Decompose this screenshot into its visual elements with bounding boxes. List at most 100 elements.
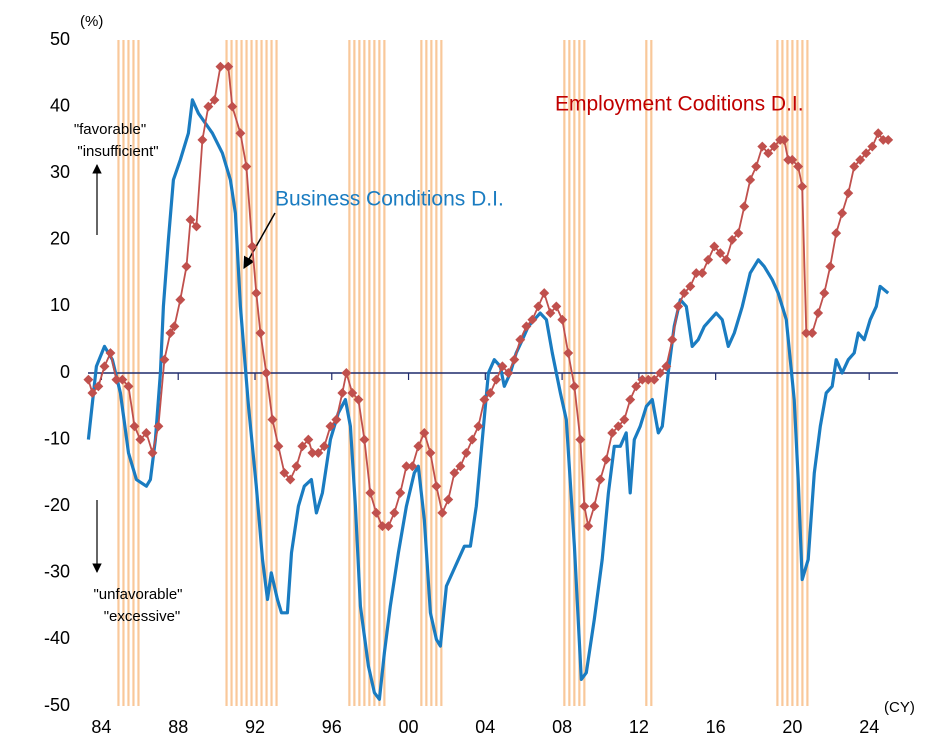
marker <box>497 361 508 372</box>
marker <box>255 328 266 338</box>
marker <box>595 474 606 485</box>
marker <box>165 328 176 338</box>
marker <box>509 354 520 365</box>
marker <box>867 141 878 152</box>
marker <box>855 154 866 165</box>
marker <box>807 328 818 338</box>
marker <box>241 161 252 172</box>
label-pointer <box>243 212 276 270</box>
marker <box>661 361 672 372</box>
marker <box>607 427 618 438</box>
marker <box>141 427 152 438</box>
marker <box>191 221 202 232</box>
marker <box>437 507 448 518</box>
marker <box>99 361 110 372</box>
marker <box>545 308 556 319</box>
marker <box>227 101 238 112</box>
marker <box>251 288 262 299</box>
marker <box>643 374 654 385</box>
marker <box>849 161 860 172</box>
note-favorable: "favorable" <box>74 121 146 138</box>
marker <box>739 201 750 212</box>
marker <box>589 501 600 512</box>
marker <box>745 174 756 185</box>
marker <box>491 374 502 385</box>
marker <box>539 288 550 299</box>
marker <box>331 414 342 425</box>
marker <box>247 241 258 252</box>
marker <box>503 368 514 378</box>
marker <box>413 441 424 452</box>
marker <box>715 248 726 259</box>
series-label: Employment Coditions D.I. <box>555 93 804 116</box>
x-unit: (CY) <box>884 699 915 716</box>
marker <box>813 308 824 319</box>
marker <box>307 447 318 458</box>
marker <box>319 441 330 452</box>
marker <box>419 427 430 438</box>
marker <box>673 301 684 312</box>
marker <box>291 461 302 472</box>
marker <box>733 228 744 239</box>
marker <box>831 228 842 239</box>
marker <box>461 447 472 458</box>
marker <box>347 388 358 398</box>
marker <box>873 128 884 139</box>
marker <box>883 134 894 145</box>
marker <box>235 128 246 139</box>
y-tick-label: -50 <box>44 695 70 715</box>
x-tick-label: 04 <box>475 717 495 737</box>
marker <box>613 421 624 432</box>
marker <box>551 301 562 312</box>
marker <box>285 474 296 485</box>
x-tick-label: 00 <box>399 717 419 737</box>
marker <box>797 181 808 192</box>
marker <box>473 421 484 432</box>
note-insufficient: "insufficient" <box>77 143 158 160</box>
y-tick-label: -40 <box>44 628 70 648</box>
marker <box>147 447 158 458</box>
x-tick-label: 08 <box>552 717 572 737</box>
marker <box>467 434 478 445</box>
marker <box>679 288 690 299</box>
marker <box>371 507 382 518</box>
marker <box>389 507 400 518</box>
marker <box>359 434 370 445</box>
y-tick-label: -30 <box>44 562 70 582</box>
marker <box>819 288 830 299</box>
marker <box>135 434 146 445</box>
note-unfavorable: "unfavorable" <box>93 586 182 603</box>
marker <box>159 354 170 365</box>
note-excessive: "excessive" <box>104 608 181 625</box>
marker <box>667 334 678 345</box>
marker <box>527 314 538 325</box>
marker <box>407 461 418 472</box>
x-tick-label: 20 <box>782 717 802 737</box>
marker <box>353 394 364 405</box>
marker <box>215 61 226 72</box>
marker <box>129 421 140 432</box>
y-tick-label: 20 <box>50 229 70 249</box>
marker <box>521 321 532 332</box>
marker <box>87 388 98 398</box>
marker <box>779 134 790 145</box>
marker <box>297 441 308 452</box>
marker <box>751 161 762 172</box>
marker <box>691 268 702 279</box>
y-tick-label: 30 <box>50 162 70 182</box>
marker <box>209 94 220 105</box>
marker <box>619 414 630 425</box>
marker <box>303 434 314 445</box>
marker <box>425 447 436 458</box>
marker <box>721 254 732 265</box>
marker <box>181 261 192 272</box>
marker <box>825 261 836 272</box>
marker <box>185 214 196 225</box>
marker <box>569 381 580 392</box>
marker <box>649 374 660 385</box>
marker <box>575 434 586 445</box>
marker <box>703 254 714 265</box>
marker <box>763 148 774 159</box>
marker <box>801 328 812 338</box>
